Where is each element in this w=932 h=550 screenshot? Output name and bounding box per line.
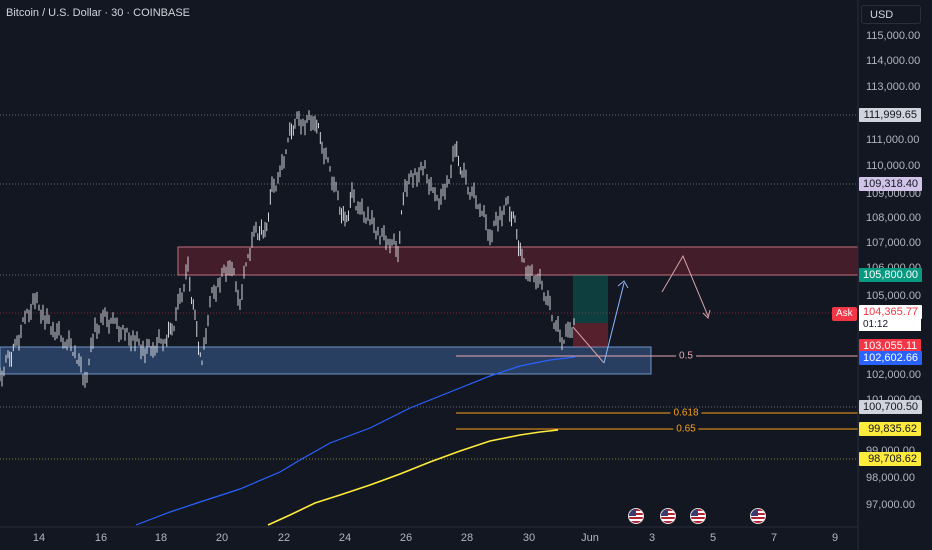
time-tick: 20 — [215, 532, 229, 544]
time-tick: 5 — [709, 532, 717, 544]
price-tick: 102,000.00 — [866, 369, 922, 381]
resistance-price-label: 105,800.00 — [859, 268, 923, 282]
time-tick: 28 — [460, 532, 474, 544]
time-tick: 22 — [277, 532, 291, 544]
price-tick: 105,000.00 — [866, 290, 922, 302]
bar-countdown: 01:12 — [859, 318, 921, 331]
time-tick: 3 — [648, 532, 656, 544]
support-price-label: 100,700.50 — [859, 400, 923, 414]
long-position-stop — [573, 323, 608, 347]
fib-0.65-label: 0.65 — [673, 423, 699, 435]
time-tick: 18 — [154, 532, 168, 544]
us-flag-icon[interactable] — [628, 508, 644, 524]
price-tick: 110,000.00 — [866, 160, 921, 172]
ask-tag: Ask — [832, 307, 857, 321]
us-flag-icon[interactable] — [750, 508, 766, 524]
fib-low-price-label: 98,708.62 — [859, 452, 921, 466]
us-flag-icon[interactable] — [660, 508, 676, 524]
projection-up-arrow — [603, 282, 625, 364]
last-price-label: 104,365.77 — [859, 305, 923, 319]
currency-button[interactable]: USD — [861, 5, 921, 24]
price-tick: 114,000.00 — [866, 55, 921, 67]
price-tick: 113,000.00 — [866, 81, 921, 93]
projection-path-arrow — [661, 254, 709, 317]
time-tick: Jun — [581, 532, 599, 544]
moving-average-yellow — [267, 429, 559, 526]
demand-zone — [0, 346, 652, 375]
candlestick-series — [0, 110, 575, 388]
fib-0.618-label: 0.618 — [670, 407, 702, 419]
projection-down-arrow — [572, 326, 605, 364]
ma-price-label: 102,602.66 — [859, 351, 923, 365]
price-tick: 97,000.00 — [866, 499, 915, 511]
time-tick: 9 — [831, 532, 839, 544]
supply-zone — [177, 246, 859, 276]
price-tick: 111,000.00 — [866, 134, 920, 146]
time-tick: 7 — [770, 532, 778, 544]
long-position-target — [573, 275, 608, 323]
price-tick: 115,000.00 — [866, 30, 921, 42]
high-price-label: 111,999.65 — [859, 108, 921, 122]
time-tick: 24 — [338, 532, 352, 544]
price-tick: 109,000.00 — [866, 188, 922, 200]
time-tick: 26 — [399, 532, 413, 544]
price-tick: 107,000.00 — [866, 237, 922, 249]
us-flag-icon[interactable] — [690, 508, 706, 524]
time-tick: 14 — [32, 532, 46, 544]
fib-0.65-price-label: 99,835.62 — [859, 422, 921, 436]
bid-price-label: 103,055.11 — [859, 339, 922, 353]
time-tick: 16 — [94, 532, 108, 544]
level-price-label: 109,318.40 — [859, 177, 923, 191]
time-tick: 30 — [522, 532, 536, 544]
price-tick: 98,000.00 — [866, 472, 915, 484]
symbol-title: Bitcoin / U.S. Dollar · 30 · COINBASE — [6, 7, 190, 19]
fib-0.5-label: 0.5 — [676, 350, 696, 362]
price-tick: 108,000.00 — [866, 212, 922, 224]
moving-average-blue — [135, 356, 576, 526]
